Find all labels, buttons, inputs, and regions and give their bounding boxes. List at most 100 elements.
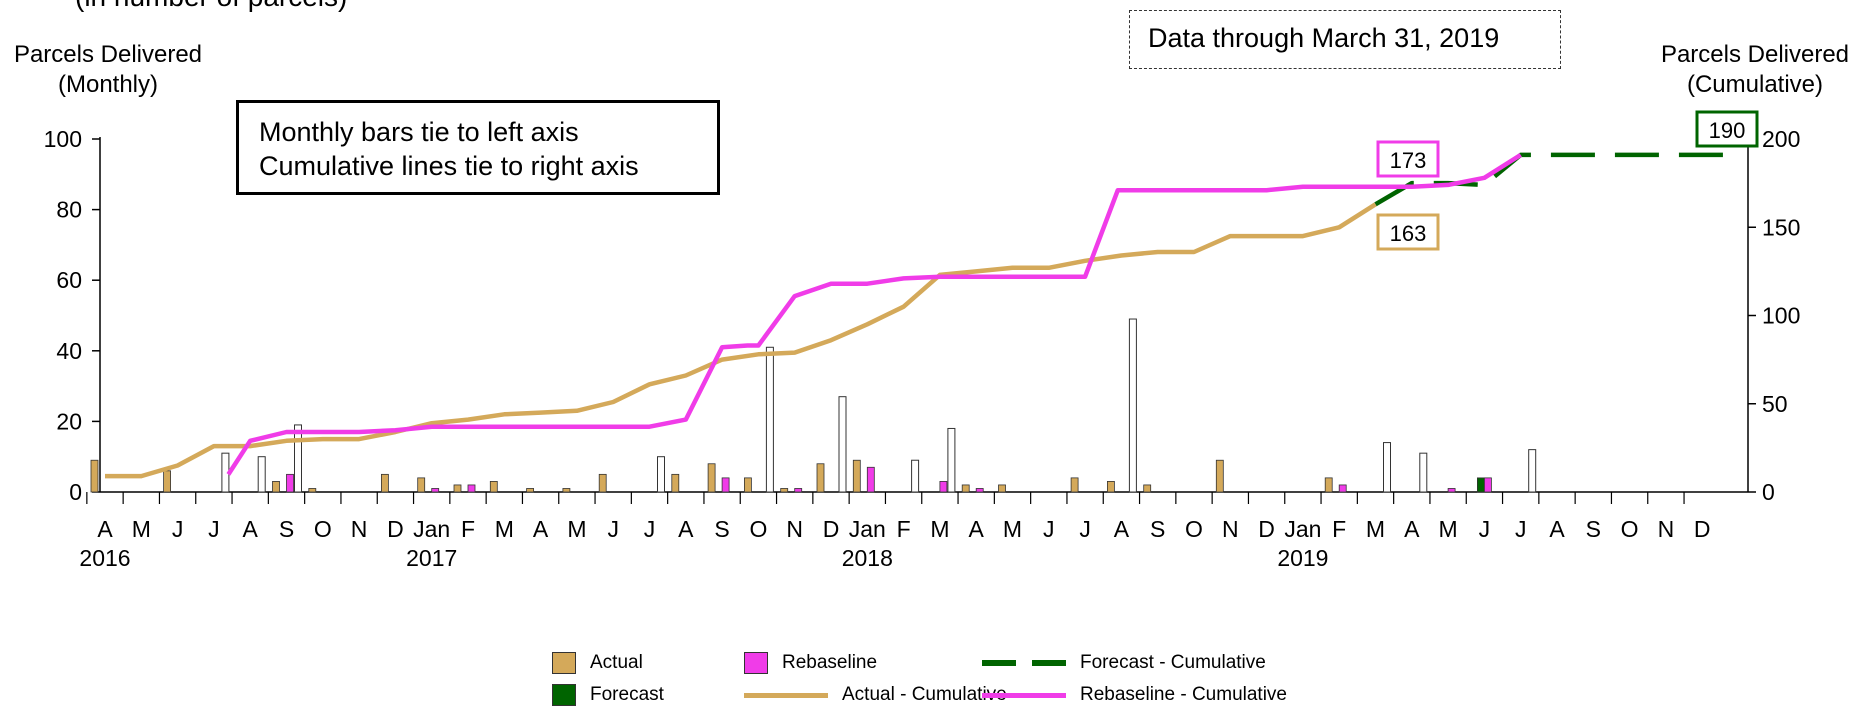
left-axis-title: Parcels Delivered (Monthly) [8, 40, 208, 100]
actual-bar [526, 488, 534, 493]
annotation-box-forecast [1695, 110, 1759, 148]
actual-bar [961, 484, 970, 493]
right-y-tick-label: 200 [1762, 126, 1800, 152]
x-year-label: 2019 [1277, 545, 1328, 571]
legend-item: Rebaseline - Cumulative [982, 682, 1287, 708]
x-month-label: M [495, 516, 514, 542]
x-month-label: A [243, 516, 259, 542]
x-month-label: Jan [1284, 516, 1321, 542]
right-axis-title-line1: Parcels Delivered [1660, 41, 1850, 68]
baseline-bar [1128, 318, 1137, 493]
actual-bar [852, 459, 861, 493]
left-axis-title-line2: (Monthly) [57, 71, 159, 98]
actual-bar [489, 481, 498, 493]
x-month-label: J [607, 516, 619, 542]
baseline-bar [257, 456, 266, 493]
legend-label: Forecast [590, 684, 664, 705]
actual-bar [380, 473, 389, 493]
callout-line-2: Cumulative lines tie to right axis [259, 151, 639, 181]
x-month-label: O [1185, 516, 1203, 542]
baseline-bar [911, 459, 920, 493]
legend-label: Actual - Cumulative [842, 684, 1007, 705]
left-y-tick-label: 40 [56, 338, 82, 364]
x-month-label: M [132, 516, 151, 542]
actual-bar [998, 484, 1006, 493]
rebaseline-bar [1447, 488, 1456, 493]
right-y-tick-label: 0 [1762, 479, 1775, 505]
x-month-label: A [1404, 516, 1420, 542]
callout-line-1: Monthly bars tie to left axis [259, 117, 579, 147]
x-month-label: O [749, 516, 767, 542]
x-month-label: O [314, 516, 332, 542]
rebaseline-bar [286, 473, 294, 493]
right-y-tick-label: 100 [1762, 303, 1800, 329]
legend-item: Rebaseline [744, 650, 877, 676]
legend-marker [552, 652, 576, 674]
left-y-tick-label: 80 [56, 197, 82, 223]
rebaseline-bar [794, 488, 803, 493]
baseline-bar [1383, 442, 1391, 493]
legend-label: Rebaseline - Cumulative [1080, 684, 1287, 705]
right-y-tick-label: 150 [1762, 214, 1800, 240]
baseline-bar [657, 456, 665, 493]
rebaseline-bar [1338, 484, 1347, 493]
x-month-label: A [1114, 516, 1130, 542]
annotation-box-actual [1376, 213, 1440, 251]
x-month-label: M [1003, 516, 1022, 542]
actual-bar [308, 488, 317, 493]
x-month-label: J [1043, 516, 1055, 542]
x-month-label: S [1150, 516, 1165, 542]
x-month-label: A [533, 516, 549, 542]
actual-bar [671, 473, 680, 493]
x-month-label: M [930, 516, 949, 542]
legend-label: Forecast - Cumulative [1080, 652, 1266, 673]
actual-bar [90, 459, 99, 493]
actual-bar [453, 484, 462, 493]
rebaseline-bar [939, 481, 948, 493]
rebaseline-cumulative-line [226, 152, 1522, 476]
actual-bar [1324, 477, 1333, 493]
actual-bar [1143, 484, 1152, 493]
actual-bar [417, 477, 426, 493]
x-month-label: S [1586, 516, 1601, 542]
baseline-bar [765, 346, 774, 493]
actual-bar [1107, 481, 1115, 493]
x-month-label: F [461, 516, 475, 542]
rebaseline-bar [866, 466, 875, 493]
legend-marker [982, 692, 1066, 698]
legend-marker [552, 684, 576, 706]
x-month-label: N [351, 516, 368, 542]
x-year-label: 2017 [406, 545, 457, 571]
legend-item: Forecast - Cumulative [982, 650, 1266, 676]
legend-marker [982, 660, 1066, 666]
annotation-label-actual: 163 [1390, 221, 1427, 246]
x-month-label: M [567, 516, 586, 542]
x-month-label: J [1079, 516, 1091, 542]
left-y-tick-label: 100 [44, 126, 82, 152]
left-y-tick-label: 60 [56, 267, 82, 293]
x-month-label: F [897, 516, 911, 542]
x-month-label: Jan [413, 516, 450, 542]
x-month-label: M [1366, 516, 1385, 542]
baseline-bar [1528, 449, 1537, 493]
legend-marker [744, 652, 768, 674]
x-month-label: M [1439, 516, 1458, 542]
forecast-cumulative-line [1374, 152, 1739, 207]
actual-bar [598, 473, 607, 493]
data-through-label: Data through March 31, 2019 [1148, 23, 1500, 53]
actual-bar [272, 481, 280, 493]
left-y-tick-label: 20 [56, 408, 82, 434]
rebaseline-bar [1484, 477, 1492, 493]
x-month-label: J [172, 516, 184, 542]
left-y-tick-label: 0 [69, 479, 82, 505]
legend-item: Actual [552, 650, 643, 676]
rebaseline-bar [431, 488, 440, 493]
x-month-label: Jan [849, 516, 886, 542]
legend-item: Actual - Cumulative [744, 682, 1007, 708]
x-month-label: A [97, 516, 113, 542]
x-year-label: 2018 [842, 545, 893, 571]
x-month-label: S [279, 516, 294, 542]
x-month-label: J [1515, 516, 1527, 542]
